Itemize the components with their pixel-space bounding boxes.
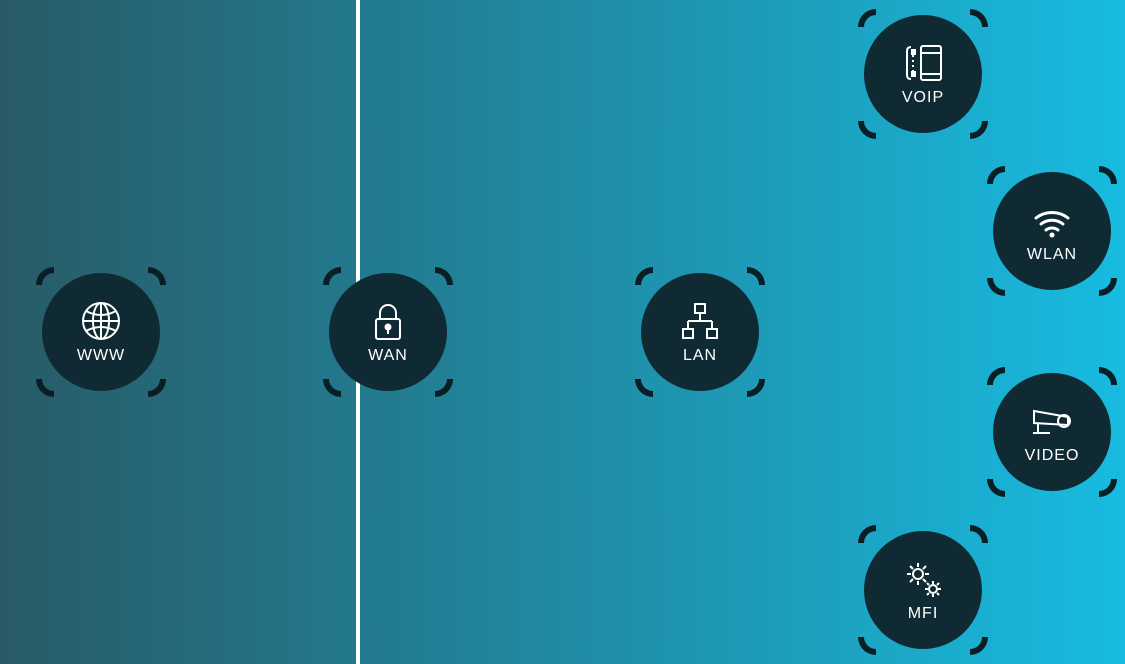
node-mfi: MFI xyxy=(864,531,982,649)
node-circle-wlan: WLAN xyxy=(993,172,1111,290)
corner-bracket xyxy=(987,278,1005,296)
node-label-wan: WAN xyxy=(368,347,408,365)
node-circle-www: WWW xyxy=(42,273,160,391)
corner-bracket xyxy=(1099,479,1117,497)
corner-bracket xyxy=(970,121,988,139)
corner-bracket xyxy=(747,379,765,397)
node-label-lan: LAN xyxy=(683,347,717,365)
corner-bracket xyxy=(635,379,653,397)
gears-icon xyxy=(901,557,945,601)
node-circle-video: VIDEO xyxy=(993,373,1111,491)
corner-bracket xyxy=(635,267,653,285)
camera-icon xyxy=(1030,399,1074,443)
node-lan: LAN xyxy=(641,273,759,391)
node-wlan: WLAN xyxy=(993,172,1111,290)
node-label-www: WWW xyxy=(77,347,125,365)
corner-bracket xyxy=(970,525,988,543)
globe-icon xyxy=(79,299,123,343)
corner-bracket xyxy=(858,9,876,27)
corner-bracket xyxy=(747,267,765,285)
corner-bracket xyxy=(987,479,1005,497)
corner-bracket xyxy=(435,379,453,397)
corner-bracket xyxy=(36,379,54,397)
node-circle-mfi: MFI xyxy=(864,531,982,649)
corner-bracket xyxy=(987,166,1005,184)
lock-icon xyxy=(366,299,410,343)
corner-bracket xyxy=(435,267,453,285)
corner-bracket xyxy=(858,121,876,139)
node-circle-lan: LAN xyxy=(641,273,759,391)
corner-bracket xyxy=(970,637,988,655)
wifi-icon xyxy=(1030,198,1074,242)
node-label-mfi: MFI xyxy=(908,605,939,623)
corner-bracket xyxy=(970,9,988,27)
node-label-video: VIDEO xyxy=(1025,447,1080,465)
corner-bracket xyxy=(323,379,341,397)
node-label-wlan: WLAN xyxy=(1027,246,1077,264)
node-www: WWW xyxy=(42,273,160,391)
corner-bracket xyxy=(36,267,54,285)
node-voip: VOIP xyxy=(864,15,982,133)
node-label-voip: VOIP xyxy=(902,89,944,107)
corner-bracket xyxy=(148,267,166,285)
node-video: VIDEO xyxy=(993,373,1111,491)
corner-bracket xyxy=(1099,166,1117,184)
node-circle-voip: VOIP xyxy=(864,15,982,133)
corner-bracket xyxy=(858,525,876,543)
corner-bracket xyxy=(323,267,341,285)
node-wan: WAN xyxy=(329,273,447,391)
phone-icon xyxy=(901,41,945,85)
diagram-canvas: WWW WAN LAN VOIP WLAN VIDEO MFI xyxy=(0,0,1125,664)
corner-bracket xyxy=(1099,367,1117,385)
network-icon xyxy=(678,299,722,343)
corner-bracket xyxy=(148,379,166,397)
node-circle-wan: WAN xyxy=(329,273,447,391)
corner-bracket xyxy=(858,637,876,655)
corner-bracket xyxy=(987,367,1005,385)
corner-bracket xyxy=(1099,278,1117,296)
